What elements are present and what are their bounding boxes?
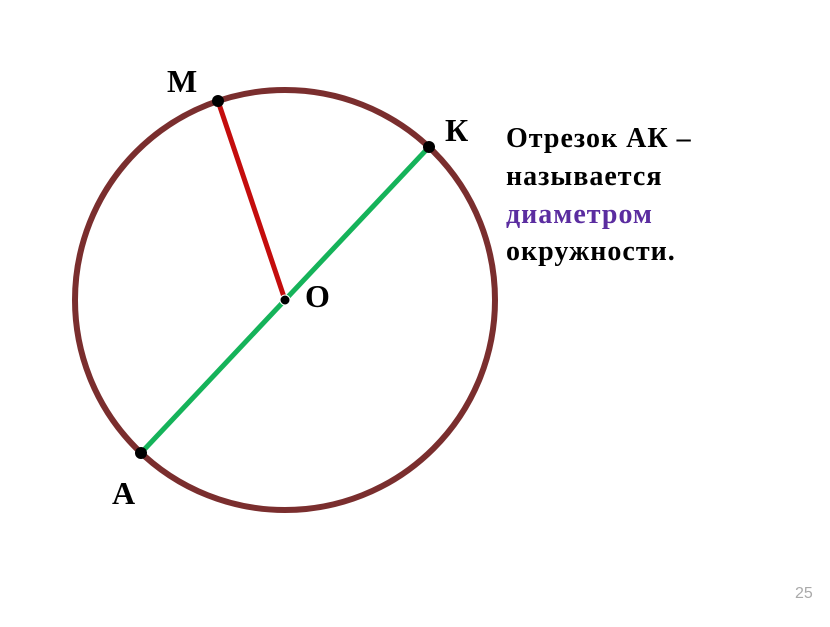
point-M <box>212 95 224 107</box>
explanation-line3: диаметром <box>506 196 692 234</box>
diagram-svg <box>0 0 830 622</box>
label-O: О <box>305 278 330 315</box>
explanation-line4: окружности. <box>506 233 692 271</box>
page-number: 25 <box>795 585 813 603</box>
explanation-line1: Отрезок АК – <box>506 120 692 158</box>
explanation-text: Отрезок АК – называется диаметром окружн… <box>506 120 692 271</box>
point-K <box>423 141 435 153</box>
label-A: А <box>112 475 135 512</box>
explanation-line2: называется <box>506 158 692 196</box>
radius-line-OM <box>218 101 285 300</box>
point-A <box>135 447 147 459</box>
label-K: К <box>445 112 468 149</box>
point-O <box>280 295 290 305</box>
label-M: М <box>167 63 197 100</box>
geometry-diagram: М К О А Отрезок АК – называется диаметро… <box>0 0 830 622</box>
